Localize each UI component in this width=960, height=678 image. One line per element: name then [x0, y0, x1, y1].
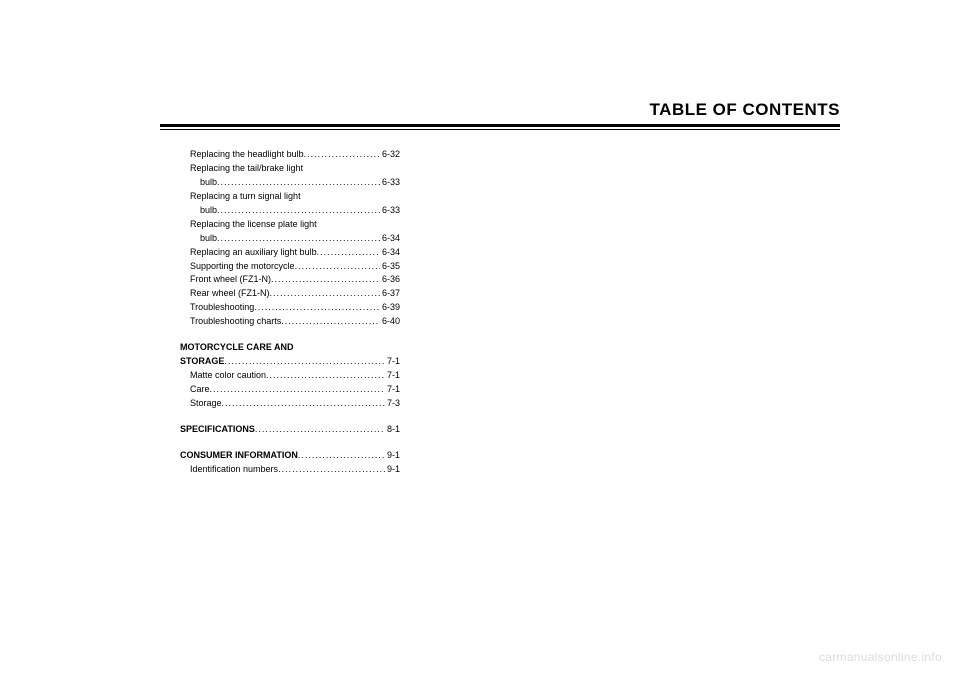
section-gap [180, 437, 400, 449]
toc-dots [295, 260, 380, 269]
toc-heading-label: SPECIFICATIONS [180, 423, 255, 437]
toc-page: 7-3 [385, 397, 400, 411]
toc-section-heading: STORAGE 7-1 [180, 355, 400, 369]
toc-page: 6-39 [380, 301, 400, 315]
toc-page: 6-33 [380, 176, 400, 190]
toc-dots [217, 176, 380, 185]
toc-label: bulb [180, 176, 217, 190]
toc-dots [304, 148, 380, 157]
toc-page: 9-1 [385, 449, 400, 463]
toc-heading-label: MOTORCYCLE CARE AND [180, 341, 294, 355]
toc-label: Storage [180, 397, 222, 411]
toc-page: 6-40 [380, 315, 400, 329]
toc-entry-wrap: bulb 6-34 [180, 232, 400, 246]
toc-label: Replacing the headlight bulb [180, 148, 304, 162]
toc-dots [270, 287, 380, 296]
page-header: TABLE OF CONTENTS [160, 100, 840, 130]
toc-section-heading: MOTORCYCLE CARE AND [180, 341, 400, 355]
toc-page: 9-1 [385, 463, 400, 477]
toc-page: 7-1 [385, 383, 400, 397]
toc-label: Identification numbers [180, 463, 278, 477]
toc-entry: Replacing a turn signal light [180, 190, 400, 204]
toc-entry: Replacing the tail/brake light [180, 162, 400, 176]
toc-section-heading: SPECIFICATIONS 8-1 [180, 423, 400, 437]
toc-page: 7-1 [385, 369, 400, 383]
toc-entry: Replacing the license plate light [180, 218, 400, 232]
toc-entry: Front wheel (FZ1-N) 6-36 [180, 273, 400, 287]
toc-entry: Identification numbers 9-1 [180, 463, 400, 477]
toc-entry: Replacing an auxiliary light bulb 6-34 [180, 246, 400, 260]
toc-page: 6-34 [380, 232, 400, 246]
toc-entry: Rear wheel (FZ1-N) 6-37 [180, 287, 400, 301]
toc-page: 6-33 [380, 204, 400, 218]
toc-label: bulb [180, 232, 217, 246]
toc-entry-wrap: bulb 6-33 [180, 176, 400, 190]
toc-dots [217, 232, 380, 241]
toc-dots [278, 463, 385, 472]
toc-dots [317, 246, 380, 255]
toc-entry: Replacing the headlight bulb 6-32 [180, 148, 400, 162]
document-page: TABLE OF CONTENTS Replacing the headligh… [0, 0, 960, 678]
header-rule-thick [160, 124, 840, 127]
toc-page: 6-37 [380, 287, 400, 301]
toc-label: Replacing an auxiliary light bulb [180, 246, 317, 260]
toc-content: Replacing the headlight bulb 6-32 Replac… [180, 148, 400, 477]
toc-page: 6-34 [380, 246, 400, 260]
toc-entry: Care 7-1 [180, 383, 400, 397]
toc-dots [266, 369, 385, 378]
toc-page: 6-36 [380, 273, 400, 287]
watermark-text: carmanualsonline.info [819, 650, 942, 664]
toc-label: Troubleshooting charts [180, 315, 281, 329]
toc-entry: Storage 7-3 [180, 397, 400, 411]
toc-page: 7-1 [385, 355, 400, 369]
toc-dots [298, 449, 385, 458]
toc-entry: Troubleshooting charts 6-40 [180, 315, 400, 329]
toc-label: Matte color caution [180, 369, 266, 383]
toc-label: bulb [180, 204, 217, 218]
toc-dots [222, 397, 385, 406]
toc-dots [254, 301, 380, 310]
toc-label: Troubleshooting [180, 301, 254, 315]
toc-heading-label: STORAGE [180, 355, 224, 369]
toc-label: Front wheel (FZ1-N) [180, 273, 271, 287]
toc-entry: Supporting the motorcycle 6-35 [180, 260, 400, 274]
section-gap [180, 329, 400, 341]
toc-dots [255, 423, 385, 432]
toc-label: Replacing a turn signal light [180, 190, 301, 204]
header-rule-thin [160, 129, 840, 130]
toc-dots [217, 204, 380, 213]
page-title: TABLE OF CONTENTS [160, 100, 840, 120]
toc-section-heading: CONSUMER INFORMATION 9-1 [180, 449, 400, 463]
toc-label: Replacing the license plate light [180, 218, 317, 232]
toc-dots [281, 315, 380, 324]
toc-label: Rear wheel (FZ1-N) [180, 287, 270, 301]
toc-page: 8-1 [385, 423, 400, 437]
toc-dots [210, 383, 385, 392]
toc-entry: Troubleshooting 6-39 [180, 301, 400, 315]
toc-heading-label: CONSUMER INFORMATION [180, 449, 298, 463]
toc-page: 6-35 [380, 260, 400, 274]
toc-label: Supporting the motorcycle [180, 260, 295, 274]
toc-dots [271, 273, 380, 282]
toc-page: 6-32 [380, 148, 400, 162]
section-gap [180, 411, 400, 423]
toc-label: Care [180, 383, 210, 397]
toc-entry: Matte color caution 7-1 [180, 369, 400, 383]
toc-label: Replacing the tail/brake light [180, 162, 303, 176]
toc-entry-wrap: bulb 6-33 [180, 204, 400, 218]
toc-dots [224, 355, 385, 364]
